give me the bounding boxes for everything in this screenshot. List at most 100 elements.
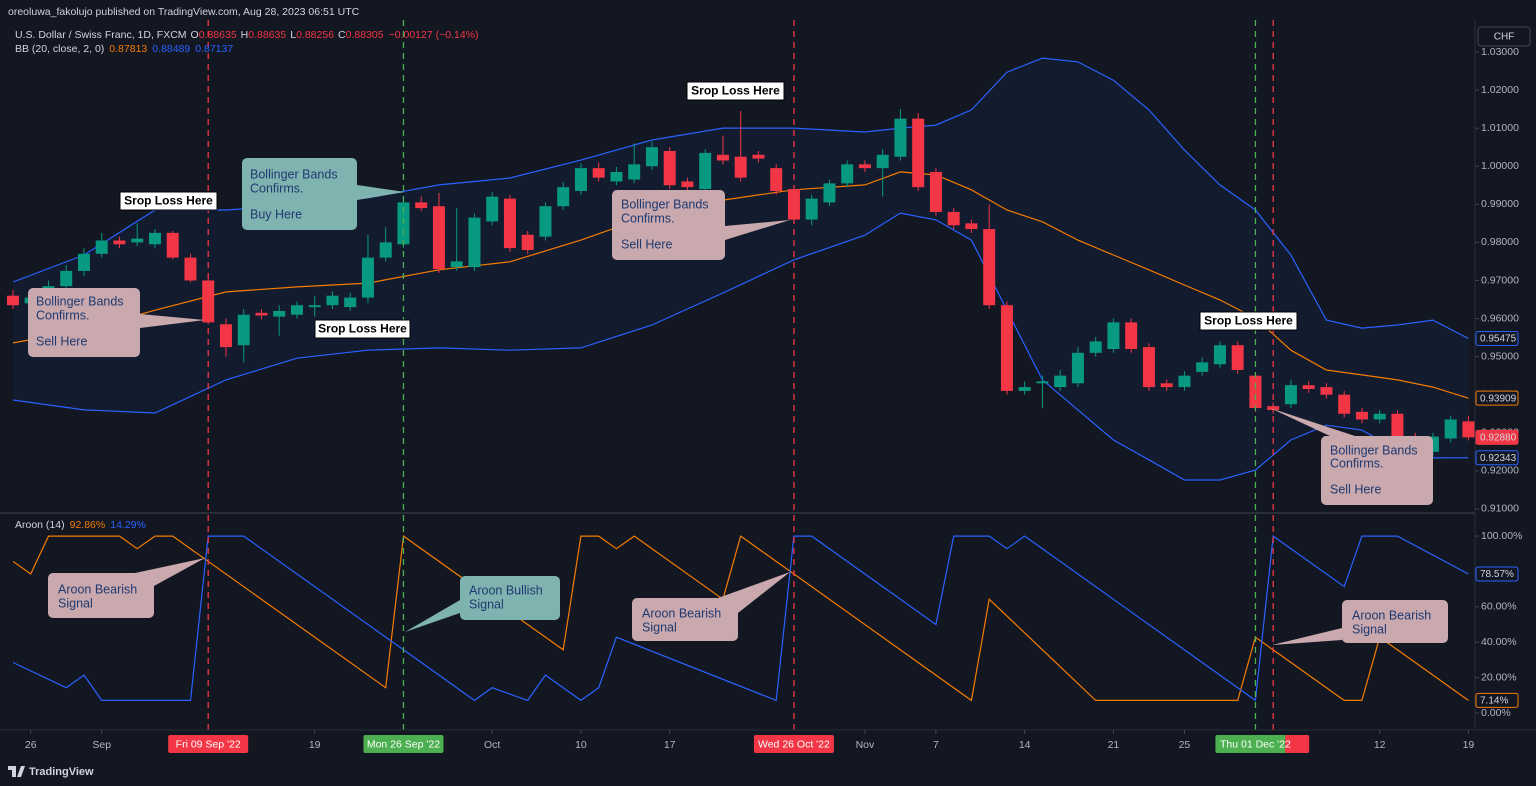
candle-body xyxy=(131,238,144,243)
callout-text: Confirms. xyxy=(621,211,674,225)
candle-body xyxy=(1178,375,1191,388)
candle-body xyxy=(557,187,570,207)
stop-text: Srop Loss Here xyxy=(1204,314,1293,328)
candle-body xyxy=(1355,411,1368,420)
bb-name: BB (20, close, 2, 0) xyxy=(15,43,104,55)
x-tick-label: Nov xyxy=(856,739,875,751)
date-box xyxy=(753,735,834,753)
brand[interactable]: TradingView xyxy=(8,766,94,778)
y-tick-label: 0.98000 xyxy=(1481,236,1519,248)
callout-text: Signal xyxy=(58,596,93,610)
callout-box xyxy=(28,288,140,357)
callout-text: Sell Here xyxy=(36,334,87,348)
callout-text: Sell Here xyxy=(621,237,672,251)
ohlc-name: O xyxy=(191,29,199,41)
annotation: Aroon Bearish Signal xyxy=(632,572,790,641)
y-tick-label: 1.02000 xyxy=(1481,84,1519,96)
ohlc-value: 0.88635 xyxy=(248,29,286,41)
candle-body xyxy=(947,211,960,226)
callout-pointer xyxy=(140,314,205,328)
stop-label: Srop Loss Here xyxy=(314,319,411,339)
candle-body xyxy=(929,171,942,212)
candle-body xyxy=(1107,322,1120,350)
brand-name[interactable]: TradingView xyxy=(29,766,94,778)
value-label: 0.92343 xyxy=(1480,453,1517,464)
y-tick-label: 1.00000 xyxy=(1481,160,1519,172)
callout-text: Signal xyxy=(469,597,504,611)
change: −0.00127 (−0.14%) xyxy=(389,29,479,41)
ohlc-name: L xyxy=(290,29,296,41)
brand-logo[interactable] xyxy=(8,766,25,777)
candle-body xyxy=(1302,385,1315,389)
y-tick-label: 40.00% xyxy=(1481,636,1517,648)
candle-body xyxy=(326,295,339,306)
candle-body xyxy=(734,156,747,178)
ohlc-value: 0.88256 xyxy=(296,29,334,41)
value-label: 7.14% xyxy=(1480,696,1508,707)
candle-body xyxy=(752,154,765,159)
x-tick-label: 26 xyxy=(25,739,37,751)
date-label: Thu 01 Dec '22 xyxy=(1220,738,1291,750)
callout-box xyxy=(460,576,560,620)
aroon-line xyxy=(12,535,1469,702)
candle-body xyxy=(202,280,215,323)
candle-body xyxy=(1462,421,1475,438)
stop-box xyxy=(1199,311,1298,331)
bb-value: 0.88489 xyxy=(152,43,190,55)
callout-box xyxy=(1342,600,1448,643)
candle-body xyxy=(1000,305,1013,391)
candle-body xyxy=(1338,394,1351,414)
callout-text: Aroon Bullish xyxy=(469,583,543,597)
candle-body xyxy=(219,324,232,348)
x-tick-label: 7 xyxy=(933,739,939,751)
callout-text: Confirms. xyxy=(1330,456,1383,470)
candle-body xyxy=(379,242,392,258)
annotation: Bollinger Bands Confirms. Buy Here xyxy=(242,158,405,230)
y-tick-label: 1.03000 xyxy=(1481,46,1519,58)
candle-body xyxy=(1391,413,1404,439)
candle-body xyxy=(290,305,303,315)
candle-body xyxy=(894,118,907,157)
callout-text: Bollinger Bands xyxy=(36,294,124,308)
y-tick-label: 60.00% xyxy=(1481,601,1517,613)
currency[interactable]: CHF xyxy=(1494,32,1515,43)
candle-body xyxy=(1249,375,1262,409)
callout-text: Signal xyxy=(1352,622,1387,636)
published-note: oreoluwa_fakolujo published on TradingVi… xyxy=(8,6,360,18)
x-tick-label: 17 xyxy=(664,739,676,751)
y-tick-label: 0.91000 xyxy=(1481,503,1519,515)
value-box xyxy=(1475,390,1519,406)
callout-pointer xyxy=(405,600,460,632)
candle-body xyxy=(841,164,854,184)
candle-body xyxy=(521,234,534,251)
y-tick-label: 100.00% xyxy=(1481,530,1522,542)
candle-body xyxy=(645,147,658,167)
x-tick-label: Oct xyxy=(484,739,500,751)
candle-body xyxy=(60,270,73,287)
currency-box[interactable] xyxy=(1477,26,1531,47)
candle-body xyxy=(1284,385,1297,405)
candle-body xyxy=(308,305,321,308)
candle-body xyxy=(663,150,676,186)
stop-text: Srop Loss Here xyxy=(318,322,407,336)
candle-body xyxy=(983,229,996,306)
bb-value: 0.87813 xyxy=(109,43,147,55)
candle-body xyxy=(148,232,161,245)
symbol-title: U.S. Dollar / Swiss Franc, 1D, FXCM xyxy=(15,29,187,41)
x-tick-label: 25 xyxy=(1179,739,1191,751)
candle-body xyxy=(432,206,445,270)
callout-pointer xyxy=(725,220,790,240)
bb-legend: BB (20, close, 2, 0) 0.87813 0.88489 0.8713… xyxy=(15,43,233,55)
annotation: Bollinger Bands Confirms. Sell Here xyxy=(28,288,205,357)
date-label: Wed 26 Oct '22 xyxy=(758,738,830,750)
callout-text: Bollinger Bands xyxy=(1330,443,1418,457)
band-fill xyxy=(12,58,1469,481)
candle-body xyxy=(1213,345,1226,365)
candle-body xyxy=(1196,362,1209,372)
stop-text: Srop Loss Here xyxy=(124,194,213,208)
candle-body xyxy=(787,189,800,220)
candle-body xyxy=(770,168,783,191)
y-tick-label: 0.92000 xyxy=(1481,465,1519,477)
candle-body xyxy=(503,198,516,249)
value-label: 0.92880 xyxy=(1480,433,1517,444)
